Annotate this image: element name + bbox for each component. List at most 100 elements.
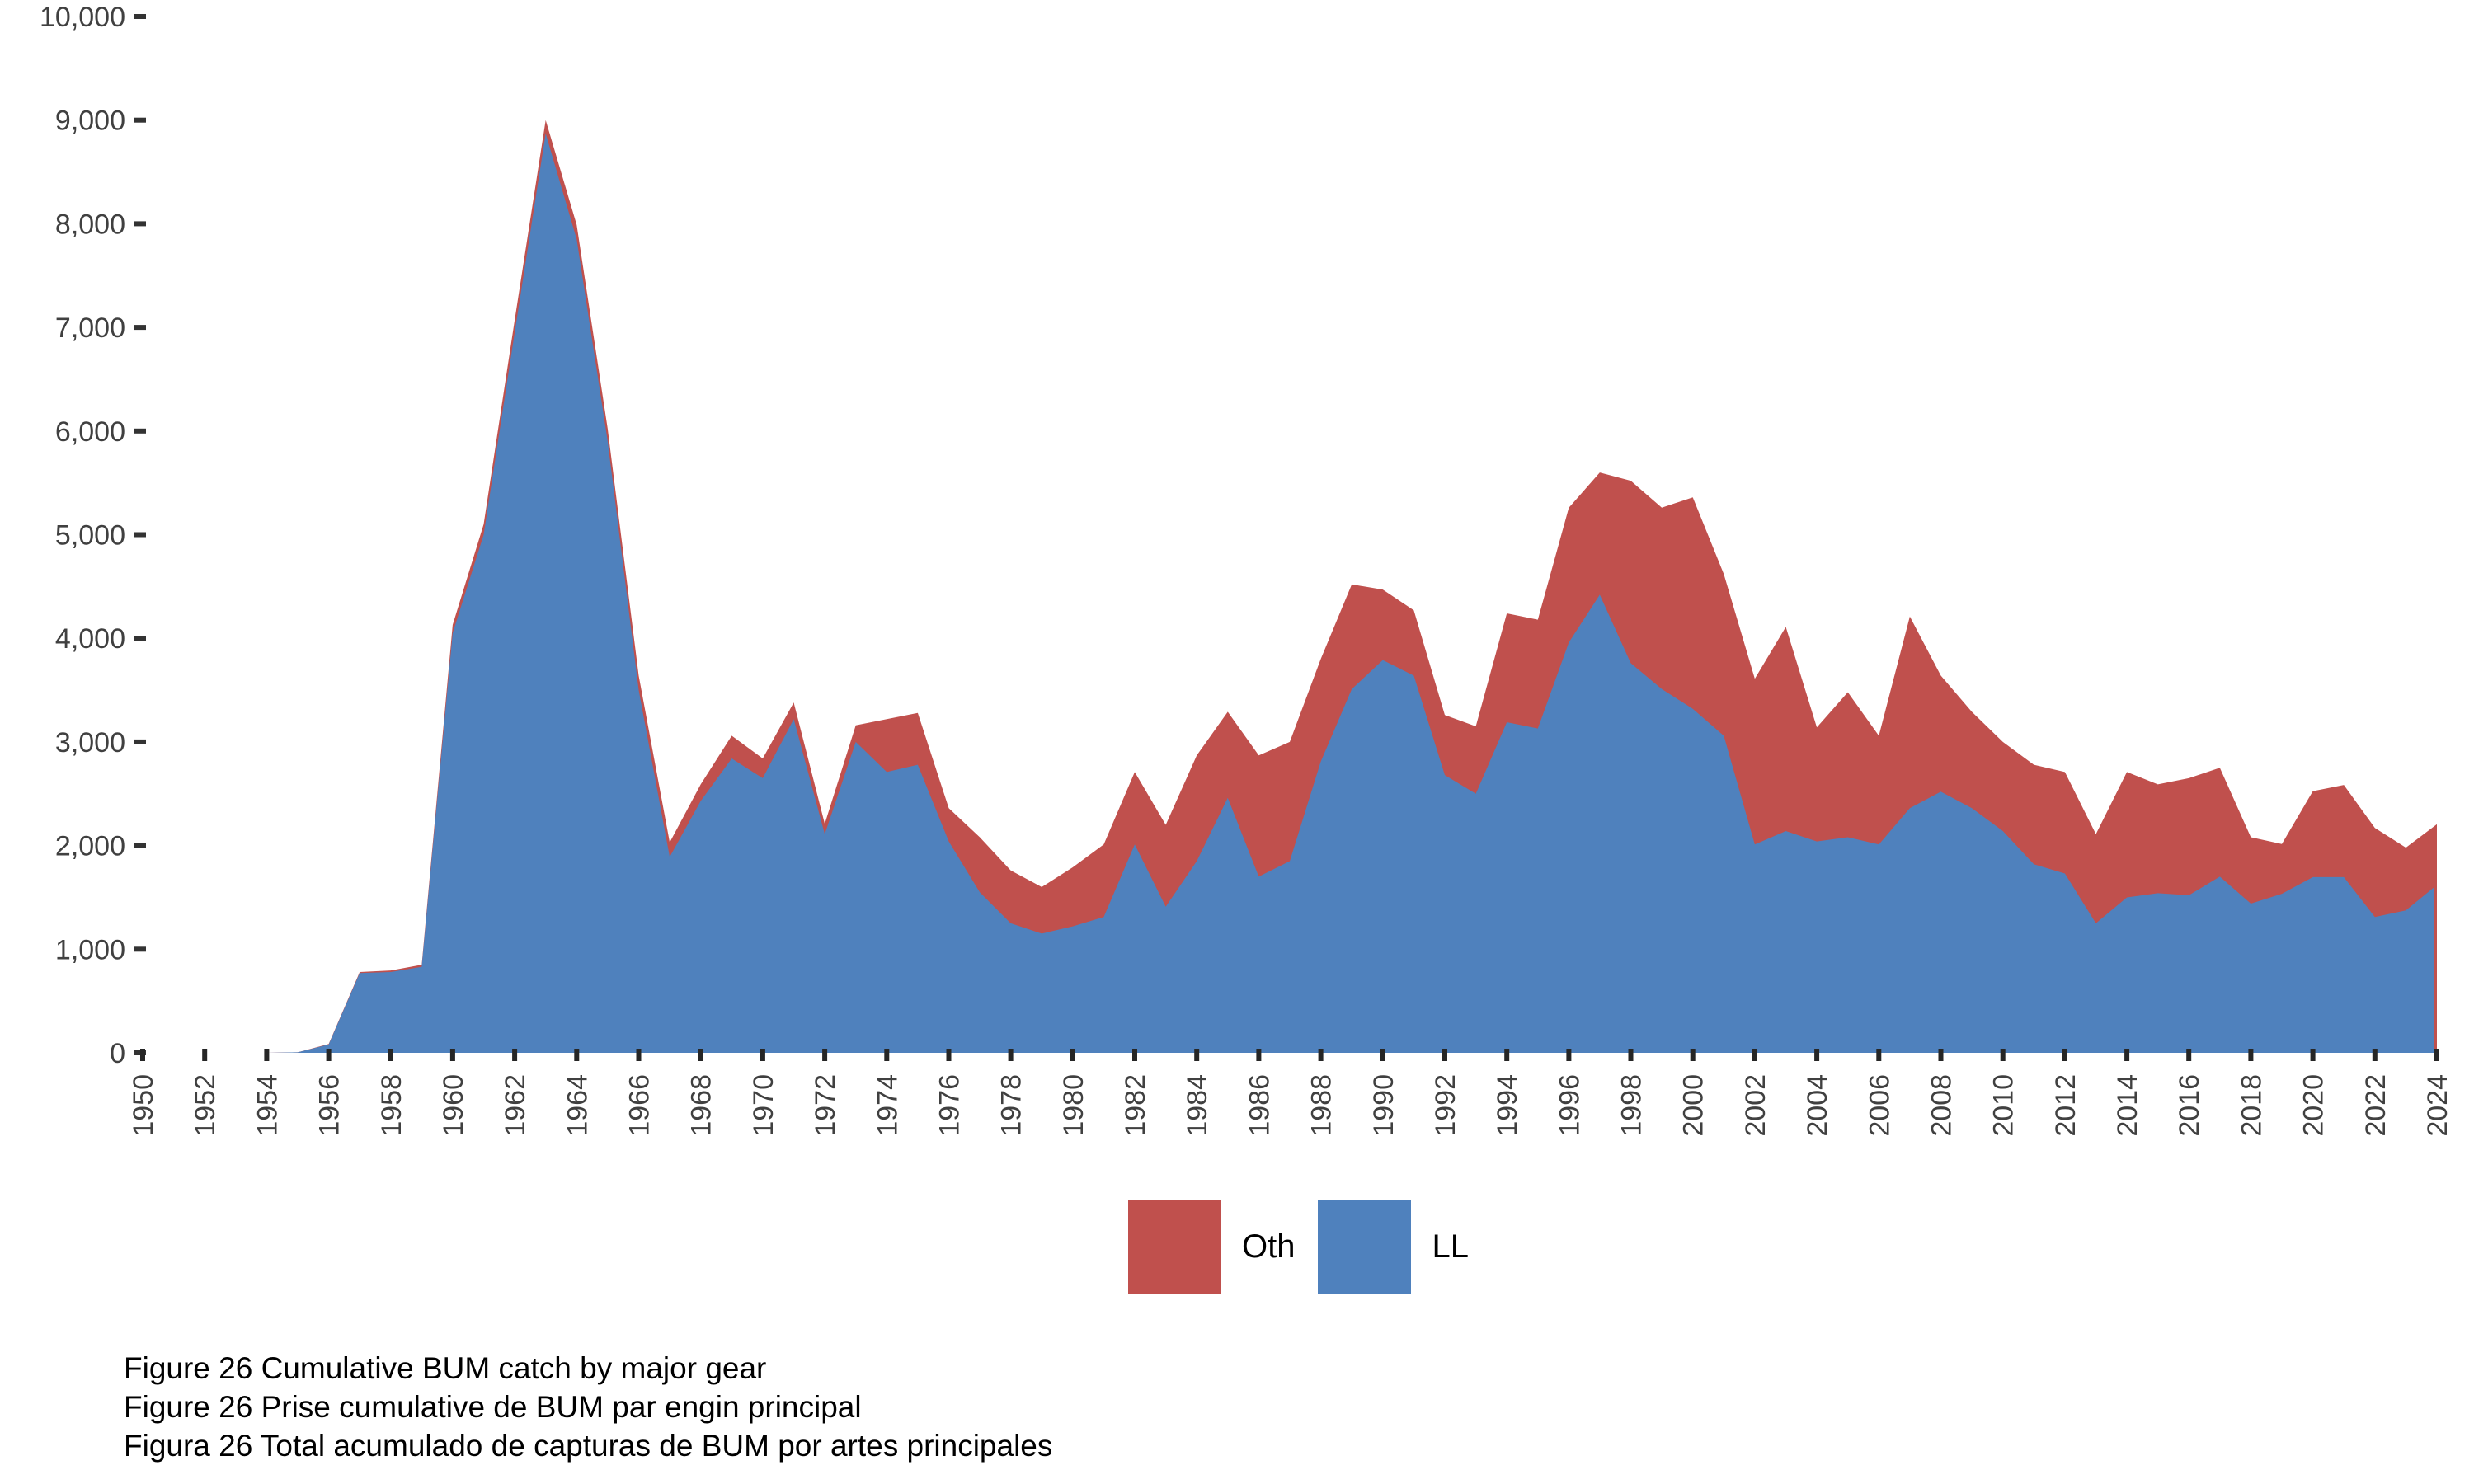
x-tick-label: 1956 [314,1074,346,1137]
y-tick-label: 8,000 [55,209,125,240]
x-tick-label: 1990 [1368,1074,1399,1137]
y-tick-mark [134,946,146,952]
y-tick-mark [134,739,146,744]
legend-swatch-ll [1318,1200,1412,1294]
y-tick-label: 7,000 [55,312,125,344]
x-tick-label: 2006 [1864,1074,1895,1137]
x-tick-mark [1752,1049,1757,1061]
x-tick-label: 1978 [996,1074,1028,1137]
x-tick-label: 2020 [2298,1074,2330,1137]
legend-item-ll: LL [1318,1200,1492,1294]
y-tick-mark [134,14,146,19]
x-tick-label: 1980 [1058,1074,1089,1137]
x-tick-mark [1876,1049,1882,1061]
x-tick-label: 1994 [1492,1074,1523,1137]
y-tick-mark [134,117,146,123]
x-tick-label: 2024 [2422,1074,2453,1137]
legend-label-oth: Oth [1242,1228,1296,1265]
x-tick-label: 1950 [128,1074,159,1137]
x-tick-label: 1968 [686,1074,717,1137]
y-tick-mark [134,325,146,331]
x-tick-label: 1952 [190,1074,221,1137]
x-tick-mark [202,1049,208,1061]
caption-block: Figure 26 Cumulative BUM catch by major … [124,1349,1052,1465]
x-tick-mark [2186,1049,2192,1061]
x-tick-label: 2018 [2236,1074,2267,1137]
x-tick-mark [2434,1049,2439,1061]
x-tick-mark [946,1049,952,1061]
x-tick-label: 1996 [1554,1074,1585,1137]
x-tick-mark [1008,1049,1014,1061]
x-tick-mark [1318,1049,1324,1061]
caption-line-fr: Figure 26 Prise cumulative de BUM par en… [124,1390,862,1424]
x-tick-label: 1974 [872,1074,903,1137]
y-tick-mark [134,636,146,641]
y-tick-mark [134,843,146,848]
x-tick-mark [1256,1049,1262,1061]
y-tick-mark [134,532,146,538]
x-tick-mark [1504,1049,1510,1061]
legend-swatch-oth [1128,1200,1221,1294]
x-tick-label: 1986 [1244,1074,1275,1137]
x-tick-mark [1442,1049,1447,1061]
x-tick-mark [512,1049,518,1061]
y-tick-label: 9,000 [55,106,125,137]
x-tick-label: 1960 [438,1074,469,1137]
area-chart: 0 1,000 2,000 3,000 4,000 5,000 6,000 7,000 8,00… [40,2,2453,1137]
x-tick-mark [388,1049,393,1061]
x-tick-mark [2372,1049,2378,1061]
y-tick-label: 4,000 [55,623,125,655]
x-tick-mark [2062,1049,2067,1061]
x-tick-label: 2010 [1988,1074,2020,1137]
x-tick-label: 2008 [1926,1074,1958,1137]
x-tick-label: 1966 [624,1074,656,1137]
x-tick-mark [1132,1049,1137,1061]
x-tick-label: 1976 [934,1074,966,1137]
y-tick-label: 3,000 [55,727,125,758]
y-tick-label: 6,000 [55,416,125,448]
x-tick-mark [449,1049,455,1061]
y-tick-label: 5,000 [55,520,125,552]
x-tick-label: 1970 [748,1074,779,1137]
y-tick-label: 0 [110,1038,125,1069]
x-tick-label: 1982 [1120,1074,1151,1137]
y-tick-mark [134,221,146,227]
x-tick-label: 1964 [562,1074,593,1137]
x-tick-mark [1566,1049,1572,1061]
x-tick-label: 2014 [2112,1074,2143,1137]
x-tick-mark [1690,1049,1696,1061]
x-tick-mark [326,1049,332,1061]
x-tick-mark [2310,1049,2316,1061]
x-tick-label: 1998 [1616,1074,1648,1137]
x-tick-label: 2016 [2174,1074,2205,1137]
x-tick-mark [760,1049,765,1061]
x-tick-mark [574,1049,580,1061]
y-tick-label: 10,000 [40,2,125,33]
legend-item-oth: Oth [1128,1200,1318,1294]
x-tick-label: 1972 [810,1074,841,1137]
x-tick-label: 1984 [1182,1074,1213,1137]
x-tick-label: 2022 [2360,1074,2392,1137]
x-tick-mark [1628,1049,1634,1061]
x-tick-label: 2002 [1740,1074,1771,1137]
x-tick-mark [1194,1049,1200,1061]
x-tick-mark [1938,1049,1944,1061]
x-tick-label: 1962 [500,1074,531,1137]
x-tick-label: 1954 [252,1074,283,1137]
x-tick-mark [884,1049,890,1061]
x-tick-mark [2124,1049,2130,1061]
x-tick-mark [2000,1049,2006,1061]
caption-line-en: Figure 26 Cumulative BUM catch by major … [124,1351,767,1385]
x-tick-mark [822,1049,828,1061]
x-tick-label: 1988 [1306,1074,1338,1137]
x-tick-label: 2012 [2050,1074,2081,1137]
y-tick-label: 1,000 [55,934,125,965]
x-tick-mark [1380,1049,1385,1061]
legend: Oth LL [1128,1200,1492,1294]
x-tick-mark [264,1049,270,1061]
ll-area [143,134,2434,1053]
x-tick-mark [1814,1049,1820,1061]
x-tick-label: 1958 [376,1074,407,1137]
x-tick-mark [636,1049,642,1061]
